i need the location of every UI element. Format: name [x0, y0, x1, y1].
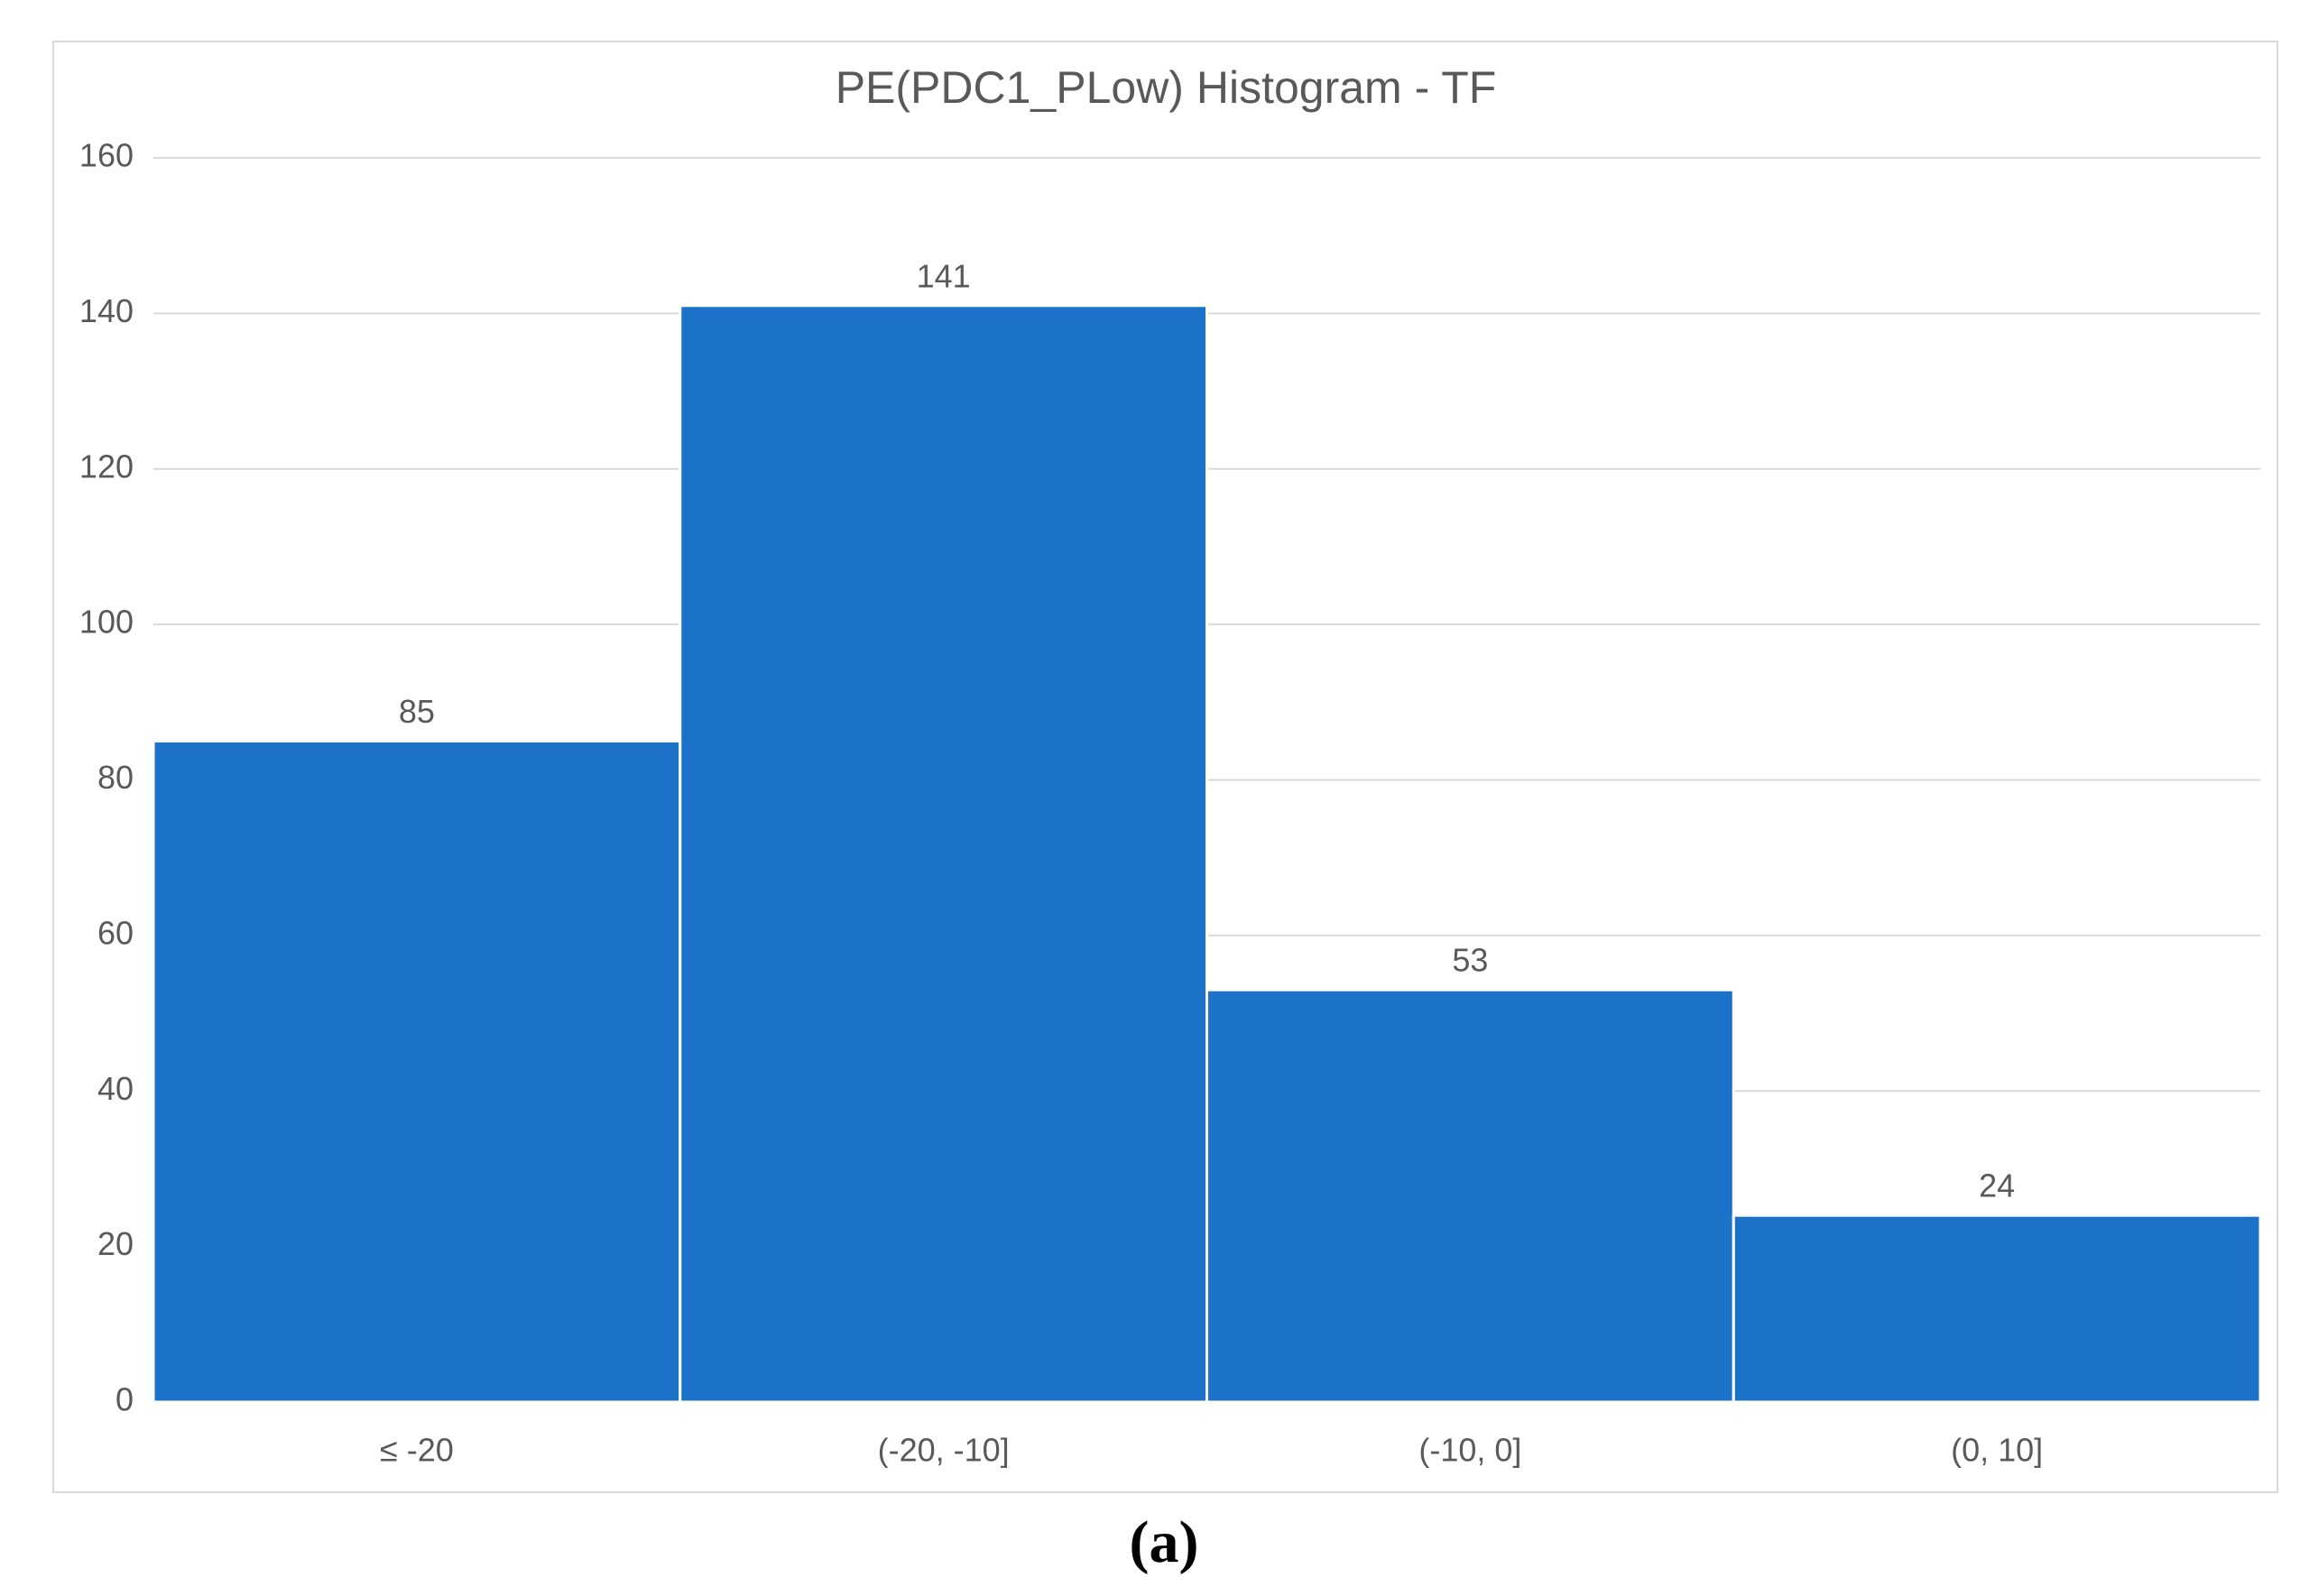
- y-tick-label: 80: [97, 759, 134, 796]
- chart-title: PE(PDC1_PLow) Histogram - TF: [836, 62, 1497, 113]
- y-tick-label: 120: [79, 447, 134, 484]
- bar: [1732, 1213, 2262, 1404]
- y-tick-label: 100: [79, 604, 134, 641]
- x-tick-label: (0, 10]: [1951, 1432, 2043, 1469]
- bar: [152, 739, 682, 1404]
- y-tick-label: 160: [79, 137, 134, 174]
- y-tick-label: 140: [79, 292, 134, 329]
- y-tick-label: 60: [97, 914, 134, 951]
- data-label: 85: [399, 693, 435, 730]
- y-tick-label: 40: [97, 1070, 134, 1107]
- bar: [679, 304, 1208, 1404]
- bar: [1205, 988, 1735, 1404]
- data-label: 141: [917, 257, 971, 294]
- x-tick-label: ≤ -20: [380, 1432, 454, 1469]
- data-label: 24: [1979, 1167, 2015, 1204]
- y-tick-label: 20: [97, 1225, 134, 1262]
- data-label: 53: [1452, 942, 1488, 979]
- y-tick-label: 0: [115, 1381, 134, 1418]
- x-tick-label: (-10, 0]: [1418, 1432, 1521, 1469]
- caption: (a): [1130, 1509, 1199, 1575]
- x-tick-label: (-20, -10]: [878, 1432, 1010, 1469]
